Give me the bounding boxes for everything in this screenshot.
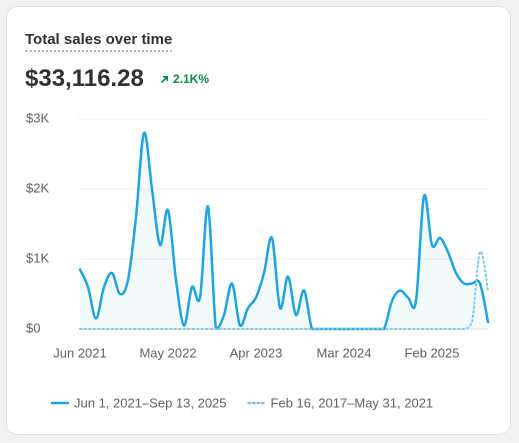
area	[80, 132, 488, 329]
series-line	[79, 250, 489, 330]
y-tick-label: $3K	[26, 110, 49, 125]
x-tick-label: Mar 2024	[317, 345, 372, 360]
legend-item[interactable]: Jun 1, 2021–Sep 13, 2025	[50, 395, 227, 410]
y-tick-label: $2K	[26, 180, 49, 195]
x-tick-label: Apr 2023	[230, 345, 283, 360]
change-badge: 2.1K%	[160, 72, 209, 86]
x-tick-label: Jun 2021	[53, 345, 107, 360]
total-sales: $33,116.28	[25, 65, 144, 92]
card: Total sales over time $33,116.28 2.1K%	[6, 6, 511, 435]
change-value: 2.1K%	[173, 72, 210, 86]
x-tick-label: Feb 2025	[405, 345, 460, 360]
legend-item[interactable]: Feb 16, 2017–May 31, 2021	[247, 395, 434, 410]
card-title[interactable]: Total sales over time	[25, 31, 173, 52]
x-tick-label: May 2022	[139, 345, 196, 360]
y-tick-label: $1K	[26, 250, 49, 265]
legend-label: Jun 1, 2021–Sep 13, 2025	[74, 395, 227, 410]
arrow-icon	[160, 75, 168, 83]
y-tick-label: $0	[26, 320, 40, 335]
series-line	[78, 131, 490, 331]
legend-label: Feb 16, 2017–May 31, 2021	[271, 395, 434, 410]
